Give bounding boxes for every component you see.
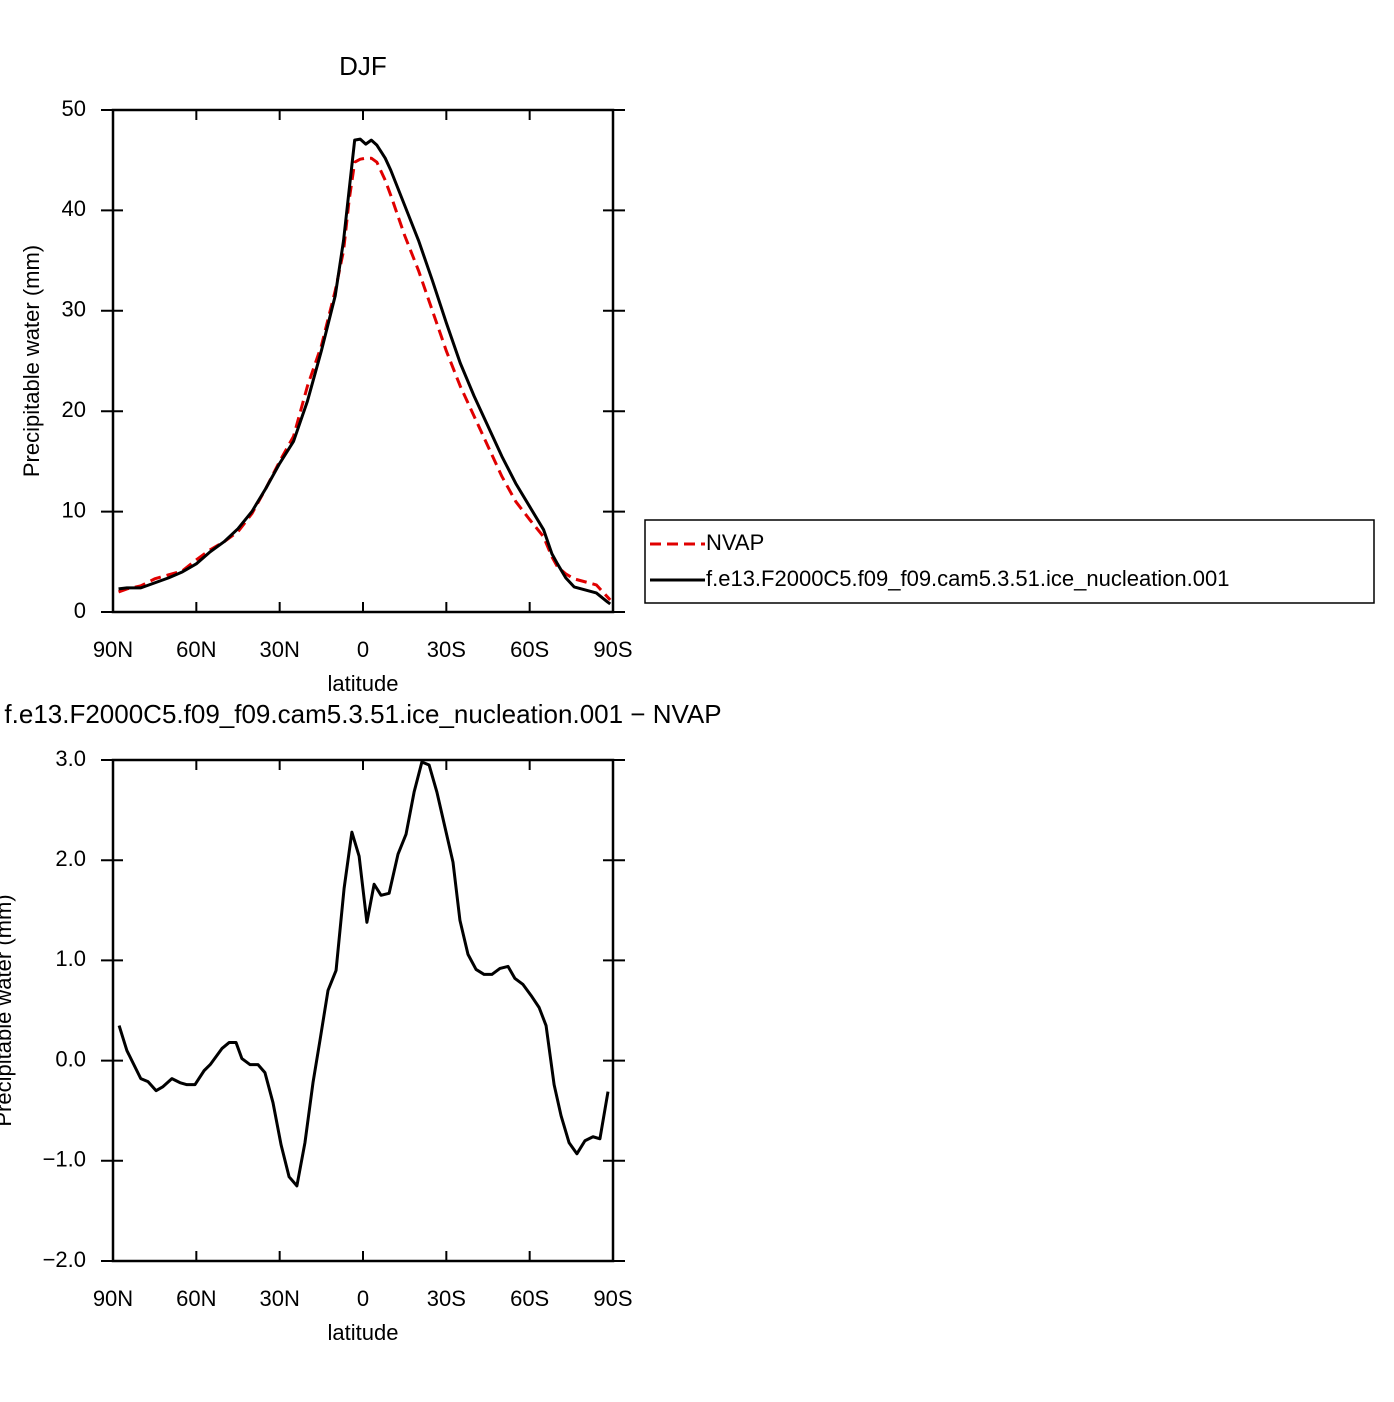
x-axis-label: latitude xyxy=(328,1320,399,1345)
x-tick-label: 0 xyxy=(357,637,369,662)
y-tick-label: 0 xyxy=(74,598,86,623)
y-axis-label: Precipitable water (mm) xyxy=(19,245,44,477)
x-axis-label: latitude xyxy=(328,671,399,696)
legend-label: f.e13.F2000C5.f09_f09.cam5.3.51.ice_nucl… xyxy=(706,566,1230,591)
x-tick-label: 30N xyxy=(259,1286,299,1311)
x-tick-label: 30S xyxy=(427,1286,466,1311)
y-tick-label: 40 xyxy=(62,196,86,221)
x-tick-label: 60N xyxy=(176,1286,216,1311)
plot-frame xyxy=(111,758,615,1263)
x-tick-label: 30N xyxy=(259,637,299,662)
legend-label: NVAP xyxy=(706,530,764,555)
x-tick-label: 30S xyxy=(427,637,466,662)
x-tick-label: 90N xyxy=(93,637,133,662)
data-line xyxy=(118,137,612,606)
y-tick-label: 10 xyxy=(62,497,86,522)
plot-frame xyxy=(111,108,615,614)
data-line xyxy=(118,156,612,601)
data-line xyxy=(117,760,610,1188)
y-tick-label: 2.0 xyxy=(55,846,86,871)
y-tick-label: −2.0 xyxy=(43,1247,86,1272)
y-tick-label: 3.0 xyxy=(55,746,86,771)
y-tick-label: 20 xyxy=(62,397,86,422)
x-tick-label: 90S xyxy=(593,1286,632,1311)
y-tick-label: 30 xyxy=(62,297,86,322)
y-tick-label: 50 xyxy=(62,96,86,121)
y-tick-label: −1.0 xyxy=(43,1147,86,1172)
x-tick-label: 60N xyxy=(176,637,216,662)
x-tick-label: 0 xyxy=(357,1286,369,1311)
y-axis-label: Precipitable water (mm) xyxy=(0,894,16,1126)
legend-box xyxy=(644,519,1375,604)
chart-title: f.e13.F2000C5.f09_f09.cam5.3.51.ice_nucl… xyxy=(4,699,721,729)
x-tick-label: 90N xyxy=(93,1286,133,1311)
y-tick-label: 1.0 xyxy=(55,946,86,971)
x-tick-label: 60S xyxy=(510,637,549,662)
x-tick-label: 90S xyxy=(593,637,632,662)
chart-title: DJF xyxy=(339,51,387,81)
y-tick-label: 0.0 xyxy=(55,1046,86,1071)
x-tick-label: 60S xyxy=(510,1286,549,1311)
